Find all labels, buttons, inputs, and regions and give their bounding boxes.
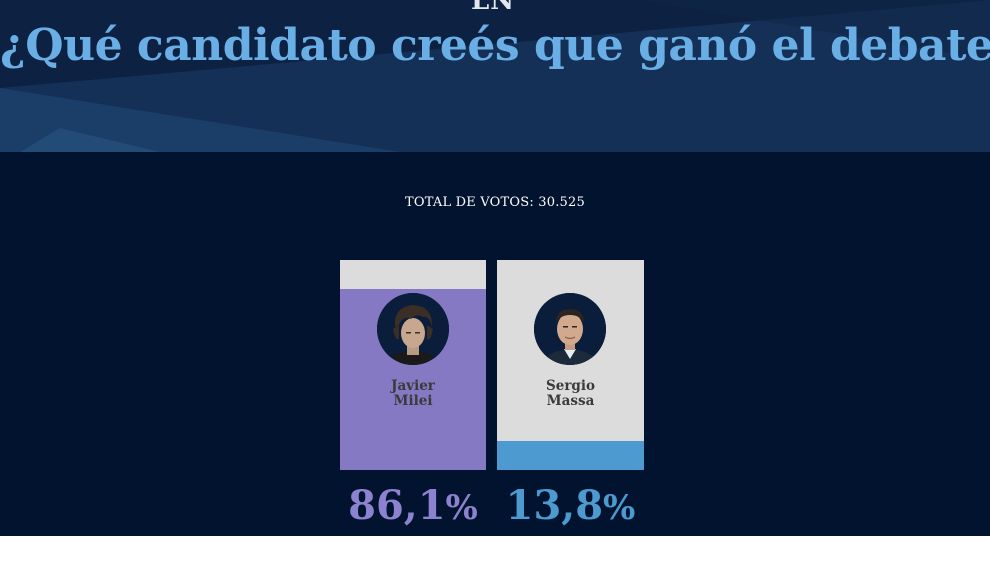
candidate-percent-massa: 13,8% (497, 482, 644, 529)
percent-sign: % (445, 488, 478, 528)
candidate-card-milei[interactable]: Javier Milei (340, 260, 486, 470)
percent-sign: % (603, 488, 636, 528)
portrait-milei-icon (377, 293, 449, 365)
page-title: ¿Qué candidato creés que ganó el debate? (0, 20, 990, 71)
candidate-card-massa[interactable]: Sergio Massa (497, 260, 644, 470)
candidate-photo (534, 293, 606, 365)
candidate-photo (377, 293, 449, 365)
header-banner: LN ¿Qué candidato creés que ganó el deba… (0, 0, 990, 152)
portrait-massa-icon (534, 293, 606, 365)
poll-results: TOTAL DE VOTOS: 30.525 Javier (0, 152, 990, 536)
total-votes: TOTAL DE VOTOS: 30.525 (405, 195, 585, 210)
header-background-shapes (0, 0, 990, 152)
percent-value: 13,8 (505, 482, 604, 529)
candidate-name: Sergio Massa (545, 378, 596, 409)
percent-value: 86,1 (348, 482, 446, 529)
vote-share-bar (497, 441, 644, 470)
candidate-percent-milei: 86,1% (340, 482, 486, 529)
logo-fragment: LN (471, 0, 516, 16)
candidate-name: Javier Milei (391, 378, 435, 409)
